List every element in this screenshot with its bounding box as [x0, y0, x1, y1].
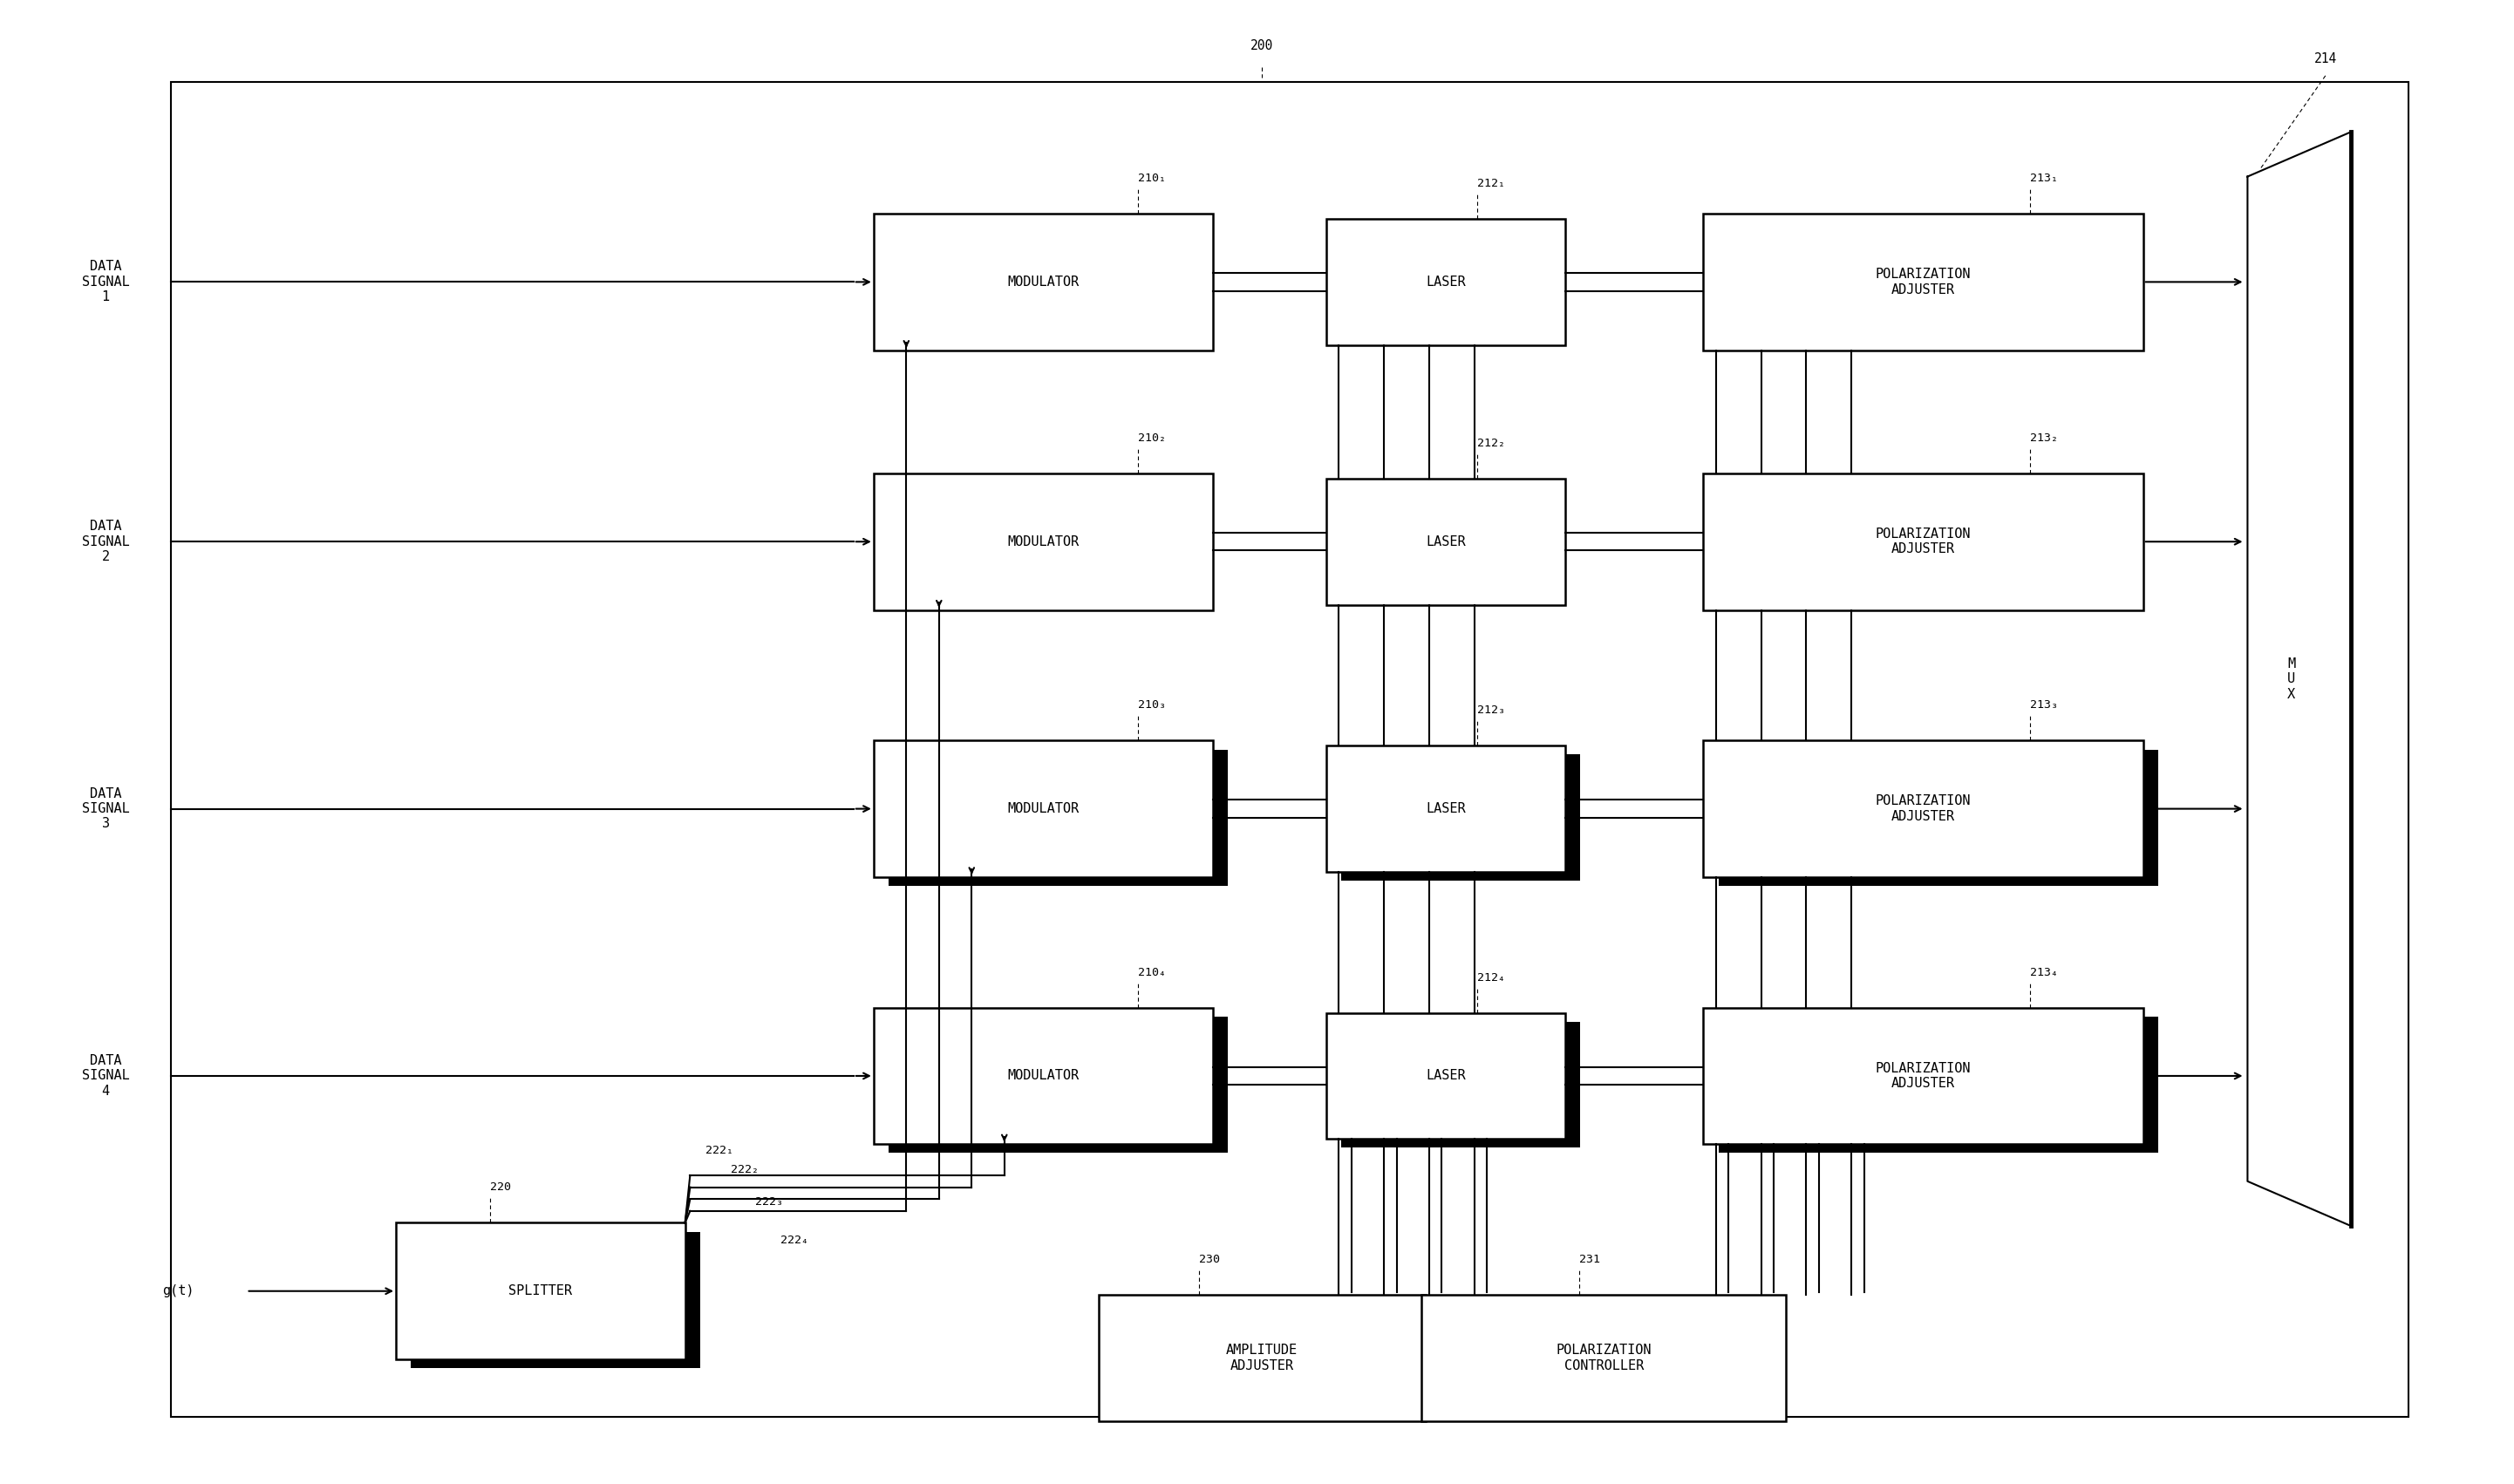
Text: MODULATOR: MODULATOR [1008, 536, 1079, 548]
FancyBboxPatch shape [410, 1232, 699, 1368]
FancyBboxPatch shape [887, 1017, 1227, 1153]
Text: POLARIZATION
CONTROLLER: POLARIZATION CONTROLLER [1556, 1343, 1652, 1373]
FancyBboxPatch shape [1717, 1017, 2157, 1153]
Text: 210₃: 210₃ [1136, 699, 1166, 711]
Text: 213₂: 213₂ [2029, 432, 2059, 444]
FancyBboxPatch shape [1325, 745, 1564, 871]
FancyBboxPatch shape [872, 473, 1212, 610]
FancyBboxPatch shape [1702, 741, 2142, 877]
Text: MODULATOR: MODULATOR [1008, 276, 1079, 288]
Text: DATA
SIGNAL
4: DATA SIGNAL 4 [83, 1054, 128, 1098]
Text: DATA
SIGNAL
1: DATA SIGNAL 1 [83, 260, 128, 304]
FancyBboxPatch shape [1340, 754, 1579, 880]
Text: POLARIZATION
ADJUSTER: POLARIZATION ADJUSTER [1875, 267, 1971, 297]
Text: SPLITTER: SPLITTER [508, 1285, 573, 1297]
FancyBboxPatch shape [1340, 1021, 1579, 1149]
FancyBboxPatch shape [1702, 1008, 2142, 1144]
FancyBboxPatch shape [171, 82, 2408, 1417]
Text: 212₄: 212₄ [1476, 972, 1506, 982]
Text: 200: 200 [1249, 39, 1275, 52]
Text: 222₃: 222₃ [754, 1196, 784, 1208]
FancyBboxPatch shape [1099, 1294, 1425, 1422]
Text: LASER: LASER [1425, 536, 1466, 548]
FancyBboxPatch shape [1717, 749, 2157, 886]
FancyBboxPatch shape [1325, 478, 1564, 605]
Text: LASER: LASER [1425, 276, 1466, 288]
Text: 231: 231 [1579, 1254, 1599, 1264]
FancyBboxPatch shape [872, 1008, 1212, 1144]
FancyBboxPatch shape [887, 749, 1227, 886]
Text: g(t): g(t) [163, 1285, 194, 1297]
Text: 214: 214 [2313, 52, 2338, 65]
FancyBboxPatch shape [395, 1223, 684, 1359]
Text: 212₃: 212₃ [1476, 705, 1506, 717]
Text: DATA
SIGNAL
2: DATA SIGNAL 2 [83, 519, 128, 564]
Text: 212₁: 212₁ [1476, 178, 1506, 188]
Text: 220: 220 [490, 1181, 510, 1193]
Text: M
U
X: M U X [2288, 657, 2295, 700]
Text: 213₃: 213₃ [2029, 699, 2059, 711]
Text: POLARIZATION
ADJUSTER: POLARIZATION ADJUSTER [1875, 527, 1971, 556]
Text: 222₁: 222₁ [704, 1144, 734, 1156]
FancyBboxPatch shape [872, 741, 1212, 877]
FancyBboxPatch shape [1702, 473, 2142, 610]
Text: 213₄: 213₄ [2029, 966, 2059, 978]
Text: POLARIZATION
ADJUSTER: POLARIZATION ADJUSTER [1875, 1061, 1971, 1091]
FancyBboxPatch shape [872, 214, 1212, 350]
Text: DATA
SIGNAL
3: DATA SIGNAL 3 [83, 787, 128, 831]
Text: 210₂: 210₂ [1136, 432, 1166, 444]
Text: 210₄: 210₄ [1136, 966, 1166, 978]
Text: MODULATOR: MODULATOR [1008, 1070, 1079, 1082]
Text: 212₂: 212₂ [1476, 438, 1506, 448]
FancyBboxPatch shape [1420, 1294, 1785, 1422]
Text: LASER: LASER [1425, 803, 1466, 815]
Text: 222₄: 222₄ [779, 1235, 810, 1247]
Text: POLARIZATION
ADJUSTER: POLARIZATION ADJUSTER [1875, 794, 1971, 824]
Text: AMPLITUDE
ADJUSTER: AMPLITUDE ADJUSTER [1227, 1343, 1297, 1373]
Text: MODULATOR: MODULATOR [1008, 803, 1079, 815]
Text: 213₁: 213₁ [2029, 172, 2059, 184]
Text: 230: 230 [1199, 1254, 1219, 1264]
FancyBboxPatch shape [1702, 214, 2142, 350]
FancyBboxPatch shape [1325, 1012, 1564, 1140]
FancyBboxPatch shape [1325, 218, 1564, 344]
Text: 222₂: 222₂ [729, 1163, 759, 1175]
Text: LASER: LASER [1425, 1070, 1466, 1082]
Text: 210₁: 210₁ [1136, 172, 1166, 184]
